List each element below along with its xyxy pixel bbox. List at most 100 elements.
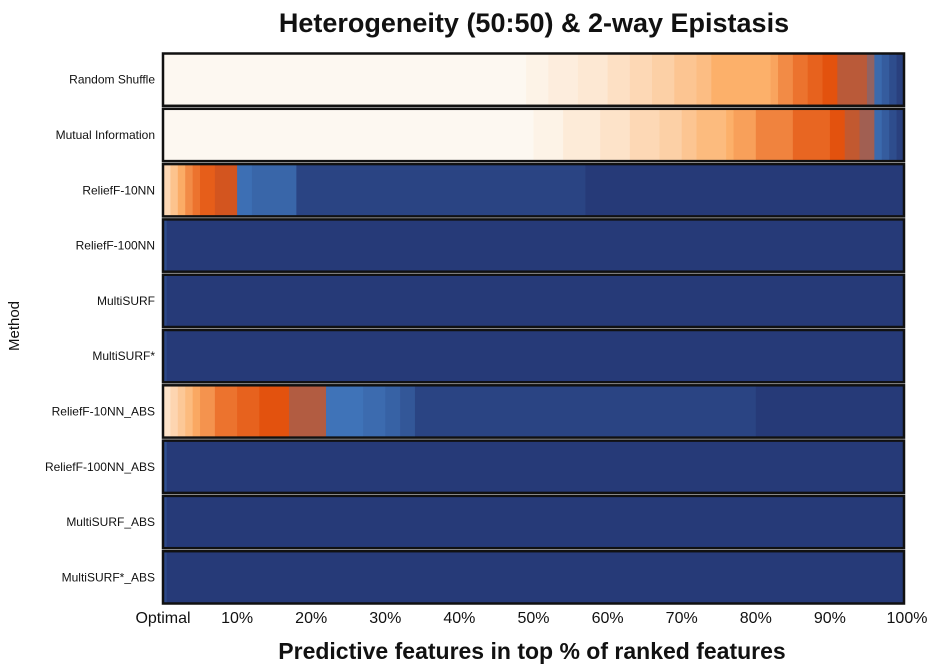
- method-labels: Random Shuffle Mutual Information ReliefF-…: [45, 73, 155, 585]
- heatmap-cell: [896, 53, 905, 106]
- heatmap-row: [161, 549, 906, 605]
- heatmap-cell: [166, 330, 905, 383]
- row-border: [161, 52, 906, 108]
- heatmap-cell: [259, 385, 290, 438]
- heatmap-cell: [166, 495, 905, 549]
- heatmap-cell: [185, 385, 194, 438]
- heatmap-cell: [163, 330, 168, 383]
- x-tick-label: 20%: [295, 610, 327, 627]
- method-label: ReliefF-10NN_ABS: [52, 404, 155, 418]
- heatmap-cell: [889, 108, 898, 162]
- heatmap-cell: [163, 219, 168, 272]
- heatmap-cell: [696, 53, 712, 106]
- method-label: MultiSURF_ABS: [66, 515, 155, 529]
- heatmap-cell: [192, 164, 201, 217]
- heatmap-cell: [170, 385, 179, 438]
- heatmap-cell: [896, 108, 905, 162]
- heatmap-cell: [163, 53, 527, 106]
- method-label: Random Shuffle: [69, 73, 155, 87]
- heatmap-cell: [533, 108, 564, 162]
- x-tick-label: 10%: [221, 610, 253, 627]
- heatmap-cell: [770, 53, 779, 106]
- row-border: [161, 494, 906, 550]
- heatmap-row: [161, 52, 906, 108]
- y-axis-label: Method: [6, 301, 23, 351]
- heatmap-cell: [166, 551, 905, 604]
- heatmap-row: [161, 439, 906, 495]
- heatmap-row: [161, 162, 906, 218]
- heatmap-cell: [577, 53, 609, 106]
- heatmap-cell: [237, 385, 260, 438]
- heatmap-cell: [166, 440, 905, 493]
- heatmap-cell: [733, 108, 757, 162]
- row-border: [161, 218, 906, 273]
- heatmap-cell: [726, 108, 735, 162]
- row-border: [161, 549, 906, 605]
- heatmap-cell: [629, 53, 653, 106]
- method-label: MultiSURF*: [92, 349, 155, 363]
- x-tick-label: Optimal: [135, 610, 190, 627]
- row-border: [161, 107, 906, 163]
- heatmap-cell: [881, 108, 890, 162]
- heatmap-cell: [288, 385, 327, 438]
- method-label: MultiSURF*_ABS: [62, 570, 155, 584]
- heatmap-cell: [807, 53, 824, 106]
- heatmap-cell: [163, 164, 172, 217]
- row-border: [161, 328, 906, 384]
- x-tick-label: 60%: [592, 610, 624, 627]
- heatmap-cell: [163, 551, 168, 604]
- heatmap-cell: [792, 108, 831, 162]
- heatmap-cell: [163, 440, 168, 493]
- method-label: Mutual Information: [56, 128, 155, 142]
- heatmap-cell: [177, 164, 186, 217]
- heatmap-cell: [163, 274, 168, 327]
- heatmap-cell: [526, 53, 549, 106]
- heatmap-cell: [237, 164, 253, 217]
- x-axis-tick-labels: Optimal 10% 20% 30% 40% 50% 60% 70% 80% 90% 100%: [135, 610, 927, 627]
- heatmap-cell: [837, 53, 868, 106]
- heatmap-cell: [881, 53, 890, 106]
- heatmap-cell: [170, 164, 179, 217]
- chart-title: Heterogeneity (50:50) & 2-way Epistasis: [279, 8, 789, 38]
- method-label: MultiSURF: [97, 294, 155, 308]
- heatmap-cell: [166, 274, 905, 327]
- x-tick-label: 70%: [666, 610, 698, 627]
- heatmap-cell: [363, 385, 386, 438]
- heatmap-cell: [192, 385, 201, 438]
- heatmap-cell: [866, 53, 875, 106]
- heatmap-cell: [874, 108, 883, 162]
- heatmap-cell: [844, 108, 861, 162]
- x-axis-label: Predictive features in top % of ranked f…: [278, 638, 785, 664]
- heatmap-cell: [177, 385, 186, 438]
- heatmap-cell: [652, 53, 675, 106]
- heatmap-cell: [185, 164, 194, 217]
- heatmap-cell: [778, 53, 794, 106]
- heatmap-cell: [889, 53, 898, 106]
- heatmap-row: [161, 384, 906, 439]
- heatmap-cell: [659, 108, 683, 162]
- heatmap-cell: [200, 164, 216, 217]
- heatmap-row: [161, 328, 906, 384]
- heatmap-cell: [755, 385, 905, 438]
- method-label: ReliefF-100NN_ABS: [45, 460, 155, 474]
- heatmap-rows: [161, 52, 906, 605]
- row-border: [161, 162, 906, 218]
- heatmap-cell: [585, 164, 905, 217]
- heatmap-cell: [563, 108, 601, 162]
- x-tick-label: 30%: [369, 610, 401, 627]
- heatmap-cell: [792, 53, 809, 106]
- heatmap-cell: [200, 385, 216, 438]
- heatmap-cell: [674, 53, 698, 106]
- x-tick-label: 100%: [887, 610, 928, 627]
- heatmap-cell: [163, 108, 535, 162]
- heatmap-cell: [163, 495, 168, 549]
- heatmap-cell: [629, 108, 661, 162]
- heatmap-cell: [400, 385, 416, 438]
- x-tick-label: 40%: [443, 610, 475, 627]
- heatmap-row: [161, 218, 906, 273]
- heatmap-cell: [326, 385, 364, 438]
- heatmap-cell: [251, 164, 297, 217]
- row-border: [161, 384, 906, 439]
- heatmap-cell: [829, 108, 846, 162]
- heatmap-cell: [696, 108, 727, 162]
